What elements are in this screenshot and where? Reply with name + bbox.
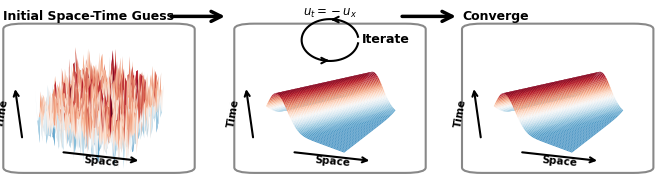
Text: Space: Space	[314, 155, 350, 169]
Text: Space: Space	[82, 155, 119, 169]
Text: Initial Space-Time Guess: Initial Space-Time Guess	[3, 10, 174, 23]
Text: Iterate: Iterate	[362, 33, 410, 46]
Text: Time: Time	[0, 98, 9, 128]
Text: Time: Time	[226, 98, 240, 128]
Text: Converge: Converge	[462, 10, 529, 23]
Text: $u_t = -u_x$: $u_t = -u_x$	[303, 7, 357, 20]
Text: Time: Time	[453, 98, 468, 128]
Text: Space: Space	[541, 155, 578, 169]
